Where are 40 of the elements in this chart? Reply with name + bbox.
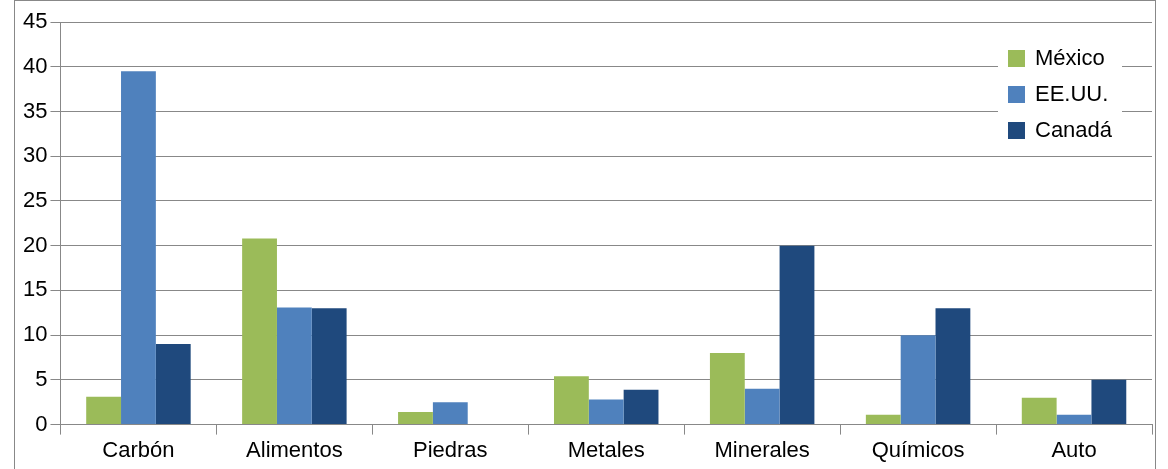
bar [432, 402, 468, 425]
y-tick-label: 40 [22, 52, 48, 78]
y-tick-label: 25 [22, 187, 48, 212]
bar [86, 396, 122, 425]
bar [311, 308, 347, 425]
bar [900, 335, 936, 425]
legend-label: Canadá [1035, 117, 1113, 143]
bar [242, 238, 277, 425]
x-tick-label: Piedras [413, 436, 488, 462]
y-tick-label: 45 [22, 8, 48, 34]
legend-label: EE.UU. [1035, 81, 1109, 107]
y-tick-label: 5 [35, 365, 48, 391]
bar [779, 245, 815, 425]
bar [121, 71, 156, 425]
legend-label: México [1035, 45, 1105, 71]
bar [588, 399, 624, 425]
y-tick-label: 15 [22, 276, 48, 302]
x-tick-label: Auto [1051, 436, 1097, 462]
bar [623, 389, 659, 425]
y-tick-label: 35 [22, 97, 48, 123]
bar [398, 412, 433, 425]
bar [744, 388, 780, 425]
bar [276, 307, 312, 425]
bar [554, 376, 589, 425]
bar [935, 308, 971, 425]
y-tick-label: 10 [22, 321, 48, 347]
x-tick-label: Carbón [102, 436, 175, 462]
bar [709, 353, 745, 425]
y-tick-label: 30 [22, 142, 48, 168]
x-tick-label: Químicos [871, 436, 965, 462]
x-tick-label: Minerales [714, 436, 810, 462]
y-tick-label: 0 [35, 410, 48, 436]
bar [1091, 379, 1127, 425]
x-tick-label: Metales [567, 436, 645, 462]
bar [155, 344, 191, 425]
bar [1021, 397, 1057, 425]
x-tick-label: Alimentos [246, 436, 343, 462]
y-tick-label: 20 [22, 231, 48, 257]
bar [1056, 414, 1092, 425]
bar [865, 414, 901, 425]
